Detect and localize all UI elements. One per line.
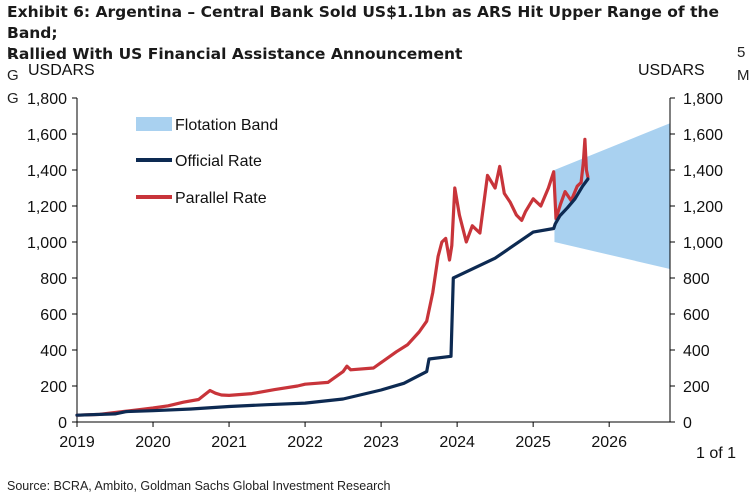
right-y-tick-label: 200 — [683, 379, 710, 396]
right-y-tick-label: 400 — [683, 343, 710, 360]
x-tick-label: 2023 — [363, 434, 399, 451]
left-y-tick-label: 1,400 — [27, 163, 67, 180]
x-tick-label: 2022 — [287, 434, 323, 451]
left-y-tick-label: 800 — [40, 271, 67, 288]
right-axis-unit: USDARS — [638, 62, 705, 79]
legend-label-parallel: Parallel Rate — [175, 190, 267, 207]
left-y-tick-label: 400 — [40, 343, 67, 360]
ghost-text-right-2: M — [737, 67, 750, 84]
legend-swatch-band — [136, 117, 172, 131]
exhibit-title: Exhibit 6: Argentina – Central Bank Sold… — [7, 2, 747, 65]
x-tick-label: 2024 — [439, 434, 475, 451]
right-y-tick-label: 1,800 — [683, 91, 723, 108]
x-tick-label: 2026 — [591, 434, 627, 451]
right-y-tick-label: 0 — [683, 415, 692, 432]
series-layer — [75, 137, 590, 417]
left-y-tick-label: 600 — [40, 307, 67, 324]
parallel-rate-line — [75, 137, 590, 417]
right-y-tick-label: 600 — [683, 307, 710, 324]
axes-layer: 0 0 200 200 400 400 600 600 800 800 1,000 1,000 1,20… — [27, 91, 723, 451]
right-y-tick-label: 1,000 — [683, 235, 723, 252]
legend-label-official: Official Rate — [175, 153, 262, 170]
ghost-text-right-1: 5 — [737, 44, 746, 61]
exhibit-title-line-1: Exhibit 6: Argentina – Central Bank Sold… — [7, 3, 720, 42]
source-note: Source: BCRA, Ambito, Goldman Sachs Glob… — [7, 479, 391, 493]
right-y-tick-label: 1,200 — [683, 199, 723, 216]
exhibit-title-line-2: Rallied With US Financial Assistance Ann… — [7, 45, 463, 63]
official-rate-line — [75, 177, 590, 417]
right-y-tick-label: 1,600 — [683, 127, 723, 144]
left-y-tick-label: 1,200 — [27, 199, 67, 216]
legend: Flotation Band Official Rate Parallel Rate — [136, 117, 278, 207]
ghost-text-left-1: L — [7, 44, 16, 61]
left-y-tick-label: 200 — [40, 379, 67, 396]
left-y-tick-label: 0 — [58, 415, 67, 432]
left-y-tick-label: 1,600 — [27, 127, 67, 144]
left-axis-unit: USDARS — [28, 62, 95, 79]
x-tick-label: 2020 — [135, 434, 171, 451]
ghost-text-left-3: G — [7, 90, 19, 107]
x-tick-label: 2021 — [211, 434, 247, 451]
x-tick-label: 2019 — [59, 434, 95, 451]
right-y-tick-label: 800 — [683, 271, 710, 288]
x-tick-label: 2025 — [515, 434, 551, 451]
right-y-tick-label: 1,400 — [683, 163, 723, 180]
page-indicator: 1 of 1 — [696, 445, 737, 462]
left-y-tick-label: 1,800 — [27, 91, 67, 108]
ghost-text-left-2: G — [7, 67, 19, 84]
left-y-tick-label: 1,000 — [27, 235, 67, 252]
legend-label-band: Flotation Band — [175, 117, 278, 134]
